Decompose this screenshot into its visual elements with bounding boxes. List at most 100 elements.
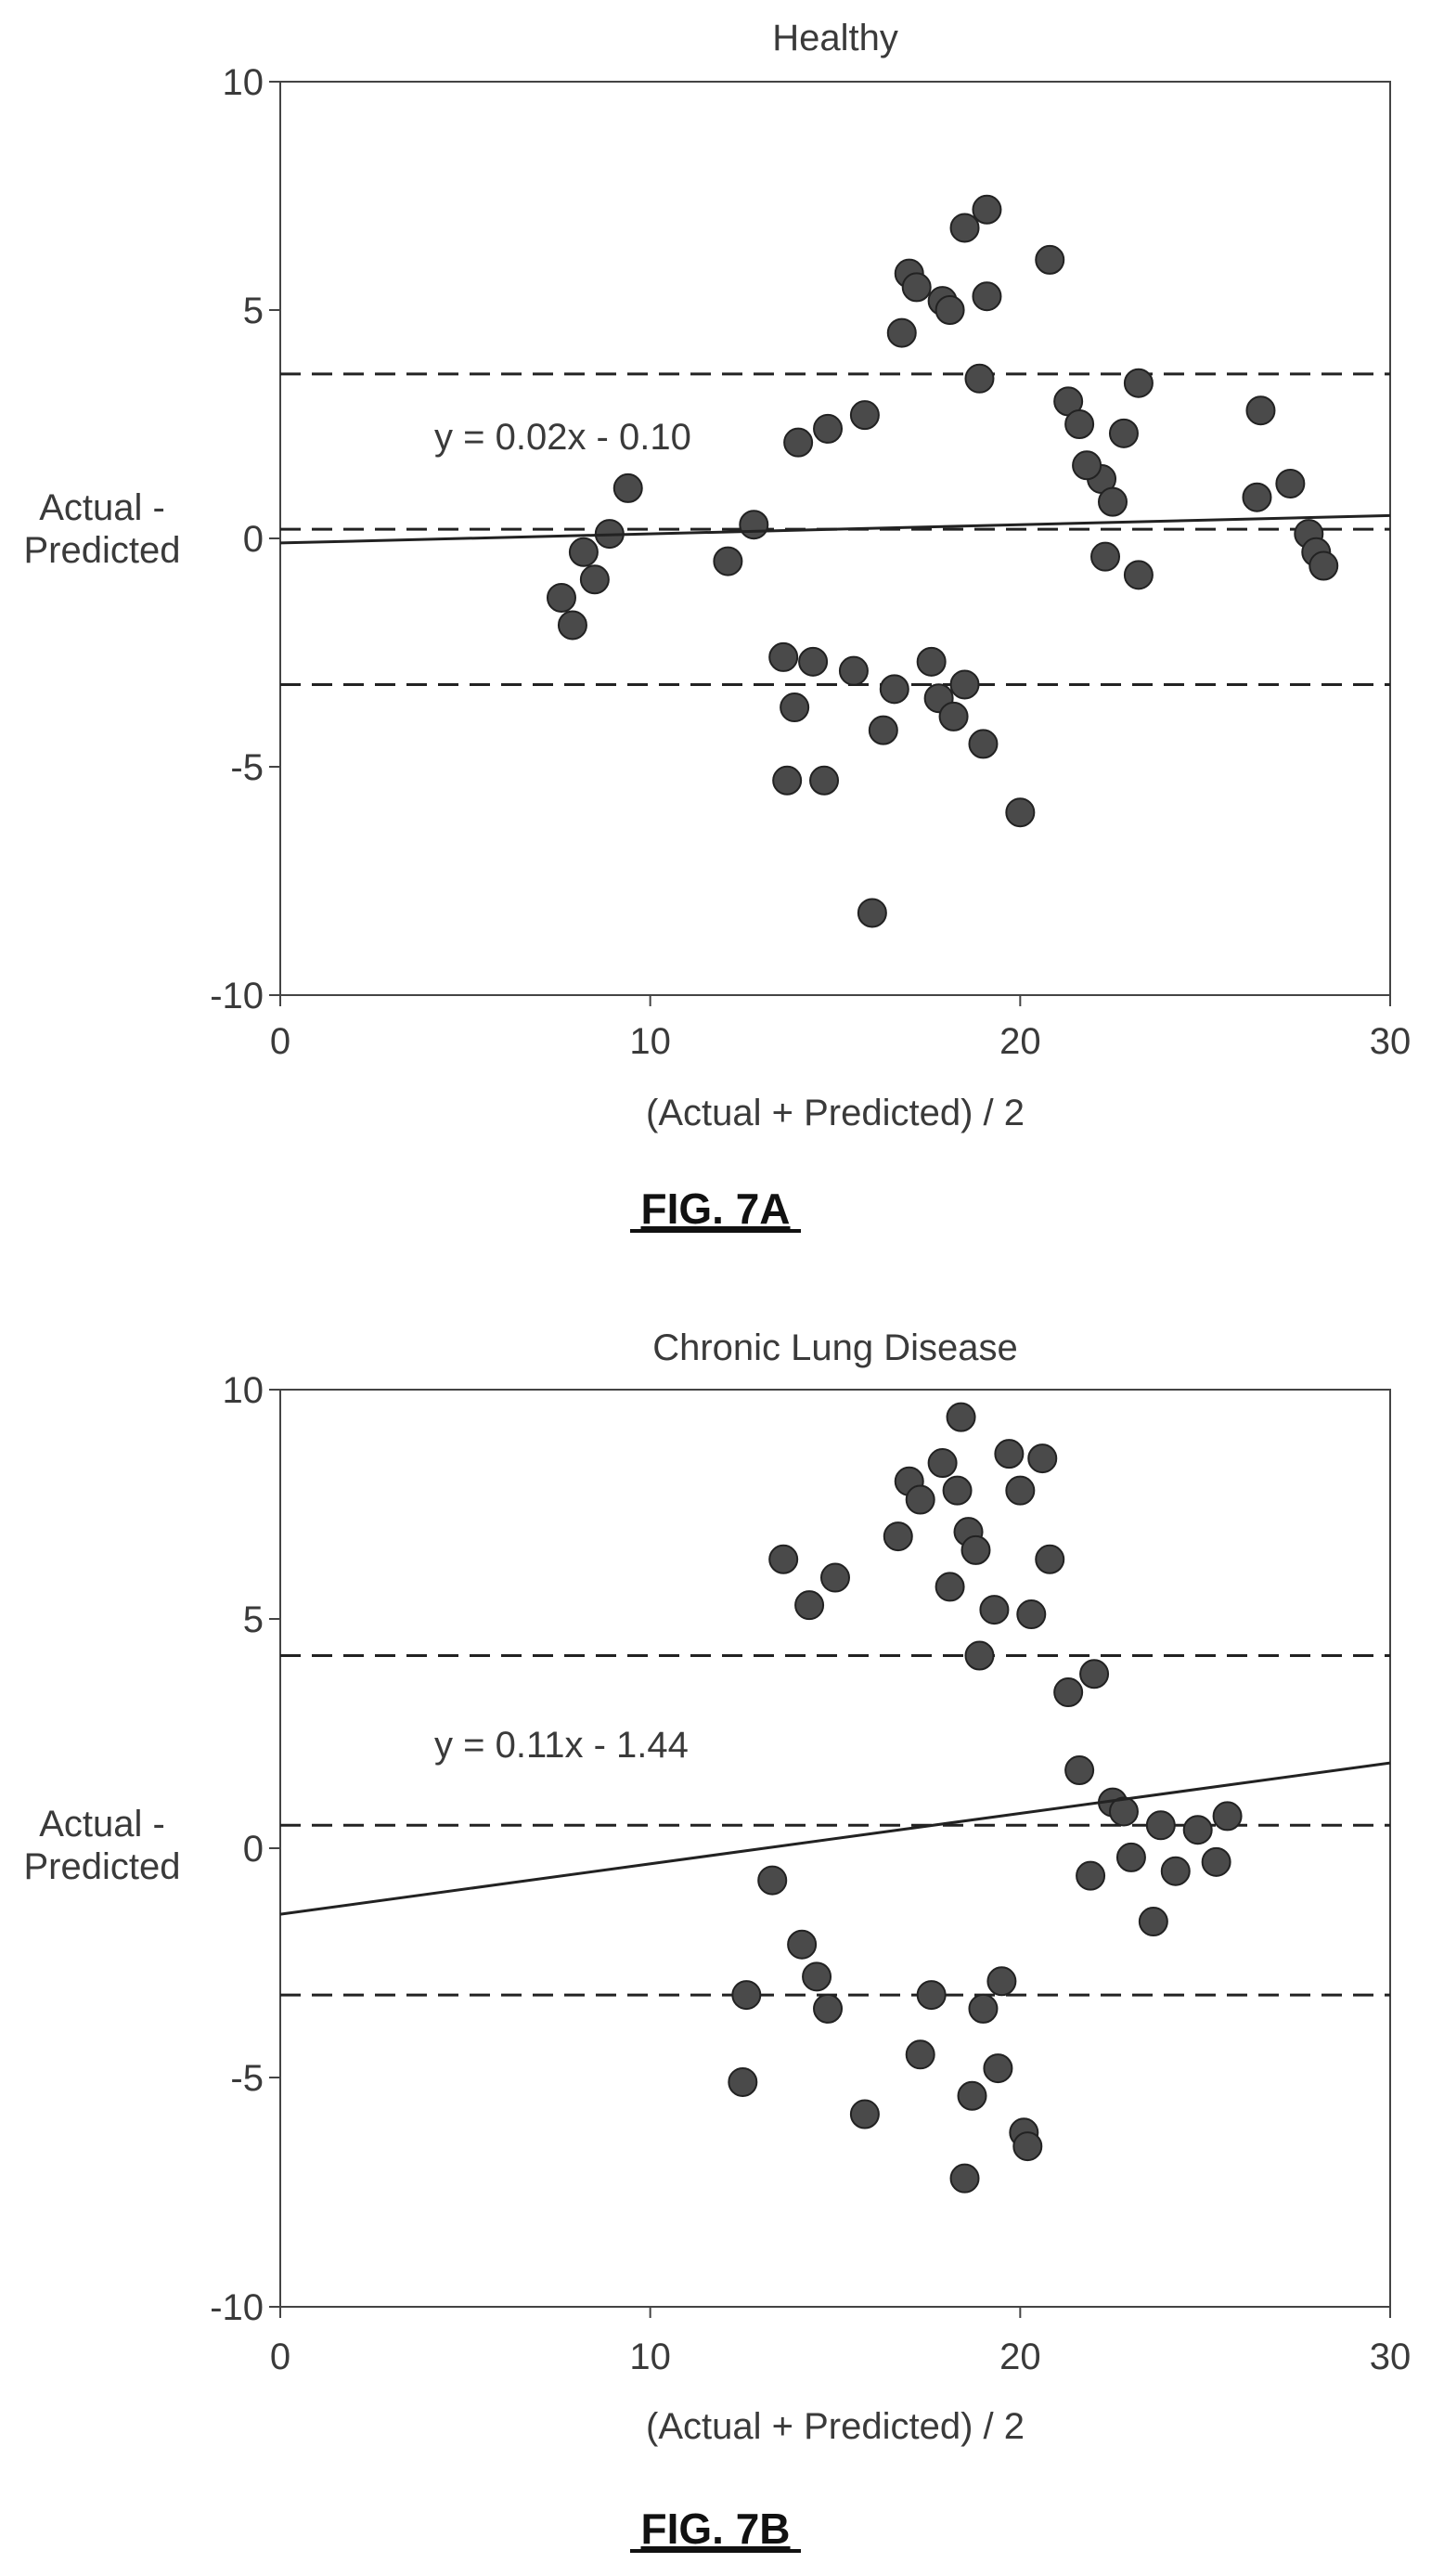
data-point (1035, 1544, 1065, 1574)
data-point (949, 2163, 980, 2194)
data-point (838, 655, 869, 686)
data-point (949, 669, 980, 700)
data-point (579, 564, 610, 595)
data-point (986, 1966, 1017, 1997)
data-point (949, 213, 980, 243)
data-point (1072, 450, 1102, 481)
y-tick-label: 10 (223, 62, 264, 103)
data-point (1064, 1755, 1095, 1786)
y-axis-label: Actual - (39, 1804, 165, 1845)
data-point (916, 646, 947, 677)
data-point (964, 363, 995, 394)
data-point (1138, 1907, 1168, 1937)
data-point (1053, 1677, 1084, 1708)
data-point (968, 729, 999, 759)
y-tick-label: 0 (243, 1829, 264, 1870)
data-point (1016, 1599, 1047, 1630)
data-point (964, 1640, 995, 1671)
y-tick-label: -5 (230, 2058, 264, 2099)
data-point (1242, 482, 1272, 512)
data-point (809, 765, 840, 796)
data-point (728, 2066, 758, 2097)
y-tick-label: 10 (223, 1370, 264, 1411)
y-tick-label: -10 (210, 976, 264, 1016)
data-point (798, 646, 829, 677)
data-point (1079, 1659, 1110, 1689)
data-point (905, 2039, 935, 2070)
data-point (972, 194, 1002, 225)
data-point (983, 2053, 1013, 2084)
data-point (780, 693, 810, 723)
regression-equation: y = 0.02x - 0.10 (434, 417, 691, 458)
x-tick-label: 30 (1370, 1021, 1412, 1062)
data-point (1182, 1815, 1213, 1845)
data-point (1098, 486, 1128, 517)
data-point (857, 898, 887, 928)
data-point (557, 610, 587, 641)
x-axis-label: (Actual + Predicted) / 2 (646, 1093, 1025, 1133)
data-point (713, 546, 743, 576)
data-point (568, 537, 599, 567)
data-point (1090, 541, 1121, 572)
data-point (935, 295, 965, 325)
y-tick-label: 5 (243, 291, 264, 331)
regression-equation: y = 0.11x - 1.44 (434, 1725, 689, 1766)
data-point (1108, 1796, 1139, 1827)
data-point (787, 1929, 818, 1960)
data-point (794, 1590, 825, 1621)
data-point (1035, 244, 1065, 275)
data-point (1005, 1475, 1036, 1506)
data-point (1201, 1846, 1231, 1877)
y-axis-label: Predicted (24, 1846, 181, 1887)
data-point (883, 1521, 913, 1552)
data-point (772, 765, 803, 796)
y-tick-label: -5 (230, 747, 264, 788)
data-point (739, 510, 769, 540)
data-point (783, 427, 814, 458)
data-point (1027, 1443, 1058, 1474)
x-tick-label: 30 (1370, 2337, 1412, 2377)
regression-line (279, 513, 1391, 545)
data-point (1115, 1842, 1146, 1872)
data-point (1145, 1810, 1176, 1841)
data-point (849, 2099, 880, 2129)
data-point (960, 1534, 991, 1565)
y-axis-label: Actual - (39, 487, 165, 528)
data-point (1076, 1860, 1106, 1891)
data-point (935, 1572, 965, 1602)
data-point (942, 1475, 973, 1506)
data-point (802, 1961, 832, 1992)
data-point (938, 701, 969, 731)
data-point (868, 715, 898, 745)
data-point (813, 1993, 844, 2024)
data-point (1012, 2131, 1043, 2162)
data-point (849, 400, 880, 431)
data-point (905, 1484, 935, 1515)
data-point (972, 281, 1002, 312)
plot-frame (279, 1389, 1391, 2308)
data-point (1245, 395, 1276, 426)
data-point (979, 1595, 1010, 1625)
data-point (879, 674, 909, 705)
data-point (813, 413, 844, 444)
regression-line (279, 1761, 1391, 1916)
data-point (768, 1544, 799, 1574)
data-point (946, 1402, 976, 1432)
data-point (1123, 560, 1154, 590)
figure-caption: FIG. 7B (640, 2505, 790, 2553)
data-point (968, 1993, 999, 2024)
chart-title: Healthy (772, 18, 898, 58)
data-point (957, 2080, 987, 2111)
chart-title: Chronic Lung Disease (652, 1327, 1018, 1368)
x-tick-label: 10 (629, 1021, 671, 1062)
data-point (994, 1439, 1025, 1469)
x-tick-label: 0 (270, 1021, 290, 1062)
data-point (1064, 409, 1095, 439)
y-tick-label: 0 (243, 519, 264, 560)
data-point (1123, 368, 1154, 398)
data-point (1108, 418, 1139, 448)
x-axis-label: (Actual + Predicted) / 2 (646, 2406, 1025, 2447)
data-point (1160, 1856, 1191, 1886)
